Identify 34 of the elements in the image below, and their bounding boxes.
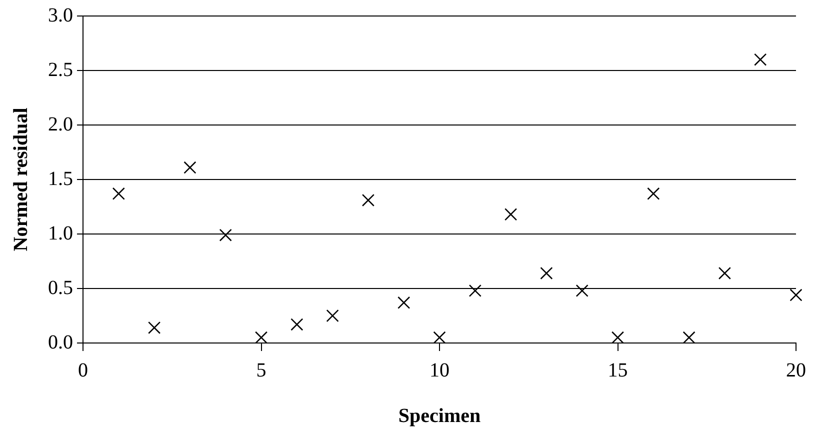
point: [398, 296, 410, 309]
point: [219, 228, 232, 242]
point: [254, 331, 268, 344]
y-tick-label: 2.0: [48, 113, 73, 136]
point: [504, 208, 518, 221]
point: [290, 318, 304, 331]
x-tick-label: 5: [256, 359, 266, 382]
point: [184, 161, 196, 174]
point: [790, 288, 802, 302]
y-tick-label: 0.0: [48, 331, 73, 354]
point: [682, 331, 696, 344]
y-tick-label: 3.0: [48, 4, 73, 26]
y-tick-label: 2.5: [48, 58, 73, 81]
x-tick-label: 20: [786, 359, 806, 382]
point: [647, 187, 660, 200]
point: [754, 53, 767, 66]
point: [362, 194, 375, 207]
x-axis-title: Specimen: [398, 405, 481, 428]
y-tick-label: 1.5: [48, 168, 73, 190]
point: [611, 331, 624, 344]
point: [468, 284, 482, 297]
point: [718, 266, 732, 280]
y-tick-label: 0.5: [48, 276, 73, 299]
point: [326, 309, 339, 322]
point: [576, 284, 588, 297]
x-tick-label: 15: [608, 359, 628, 382]
point: [433, 331, 446, 344]
point: [148, 321, 161, 334]
y-axis-title: Normed residual: [10, 107, 32, 252]
x-tick-label: 10: [430, 359, 450, 382]
x-tick-label: 0: [78, 359, 88, 382]
y-tick-label: 1.0: [48, 222, 73, 244]
point: [540, 266, 553, 280]
point: [112, 187, 125, 200]
